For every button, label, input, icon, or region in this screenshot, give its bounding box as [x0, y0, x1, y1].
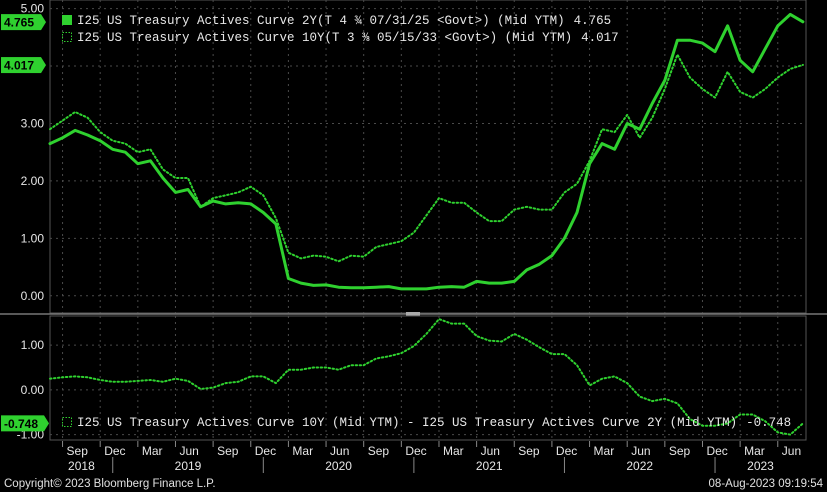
x-month-label: Dec: [104, 444, 125, 458]
x-month-label: Mar: [292, 444, 313, 458]
x-month-label: Mar: [594, 444, 615, 458]
x-month-label: Jun: [481, 444, 500, 458]
panel-splitter-handle: [406, 312, 420, 316]
x-axis: Sep Dec Mar Jun Sep Dec Mar Jun Sep Dec Mar Jun Sep D…: [50, 441, 806, 475]
badge-2y: 4.765: [4, 16, 34, 30]
timestamp-text: 08-Aug-2023 09:19:54: [708, 478, 823, 490]
legend-spread-swatch: [62, 417, 72, 427]
x-month-label: Mar: [744, 444, 765, 458]
x-month-label: Dec: [405, 444, 426, 458]
y-tick-label: 1.00: [21, 338, 45, 352]
x-month-label: Mar: [142, 444, 163, 458]
spread-line: [49, 318, 804, 436]
x-month-label: Jun: [782, 444, 801, 458]
y-tick-label: 1.00: [21, 231, 45, 245]
series-2y-line: [48, 12, 805, 291]
badge-10y-bg: [1, 57, 41, 74]
top-grid: [0, 0, 827, 316]
x-month-label: Sep: [368, 444, 390, 458]
y-tick-label: 2.00: [21, 174, 45, 188]
legend-2y-label: I25 US Treasury Actives Curve 2Y(T 4 ¾ 0…: [77, 14, 565, 28]
legend-10y-value: 4.017: [581, 31, 619, 45]
x-year-label: 2020: [325, 459, 352, 473]
badge-10y-arrow: [41, 57, 46, 74]
badge-10y: 4.017: [4, 59, 34, 73]
top-panel-frame: [49, 0, 807, 314]
x-year-label: 2018: [68, 459, 95, 473]
x-month-label: Sep: [67, 444, 89, 458]
legend-2y-value: 4.765: [574, 14, 612, 28]
x-axis-band: [50, 441, 806, 475]
badge-spread-arrow: [44, 415, 49, 432]
legend-10y-label: I25 US Treasury Actives Curve 10Y(T 3 ⅜ …: [77, 31, 572, 45]
series-group: [48, 12, 805, 436]
x-month-label: Jun: [330, 444, 349, 458]
x-month-label: Dec: [556, 444, 577, 458]
x-month-label: Dec: [255, 444, 276, 458]
y-tick-label: 3.00: [21, 116, 45, 130]
x-month-label: Jun: [179, 444, 198, 458]
x-month-label: Mar: [443, 444, 464, 458]
legend-spread-value: -0.748: [746, 416, 791, 430]
y-tick-label: 0.00: [21, 383, 45, 397]
x-month-label: Dec: [706, 444, 727, 458]
legends: I25 US Treasury Actives Curve 2Y(T 4 ¾ 0…: [62, 14, 791, 430]
x-year-label: 2023: [747, 459, 774, 473]
x-month-label: Sep: [518, 444, 540, 458]
legend-spread-label: I25 US Treasury Actives Curve 10Y (Mid Y…: [77, 416, 737, 430]
series-10y-line: [49, 53, 804, 263]
x-month-label: Sep: [217, 444, 239, 458]
y-tick-label: 0.00: [21, 289, 45, 303]
badge-2y-arrow: [41, 14, 46, 31]
badge-2y-bg: [1, 14, 41, 31]
x-year-label: 2021: [476, 459, 503, 473]
legend-10y-swatch: [62, 32, 72, 42]
badge-spread: -0.748: [4, 417, 38, 431]
badge-spread-bg: [1, 415, 44, 432]
x-month-label: Jun: [631, 444, 650, 458]
value-badges: 4.765 4.017 -0.748: [1, 14, 49, 432]
x-month-label: Sep: [669, 444, 691, 458]
x-year-label: 2019: [175, 459, 202, 473]
copyright-text: Copyright© 2023 Bloomberg Finance L.P.: [4, 478, 216, 490]
y-tick-label: 5.00: [21, 2, 45, 16]
legend-2y-swatch: [62, 15, 72, 25]
x-year-label: 2022: [626, 459, 653, 473]
